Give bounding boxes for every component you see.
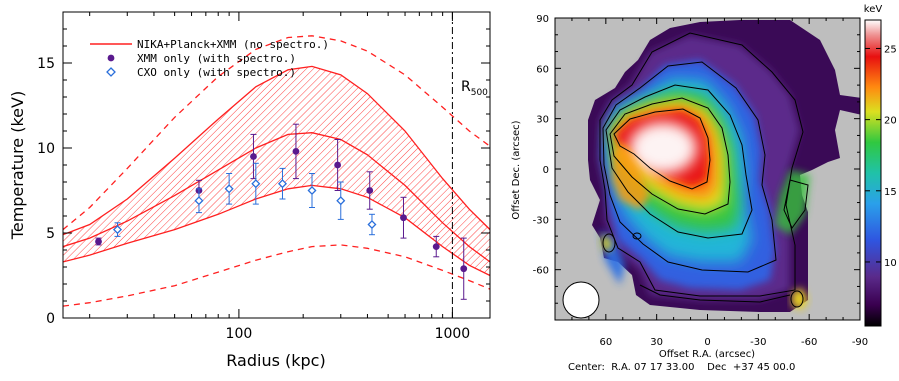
xmm-marker <box>400 214 407 222</box>
cxo-point <box>194 188 204 214</box>
cxo-marker <box>277 179 288 189</box>
cxo-marker <box>336 196 346 206</box>
map-hot-core <box>629 122 697 174</box>
y-tick-label: 5 <box>46 226 55 242</box>
map-region-yellow-blob <box>792 288 808 310</box>
map-region-green-right <box>775 170 810 235</box>
contour-3 <box>605 84 753 239</box>
temperature-profile-chart: 0 5 10 15 100 1000 Radius (kpc) Temperature (… <box>8 11 491 370</box>
cxo-point <box>336 181 346 220</box>
colorbar-gradient <box>864 19 882 327</box>
cxo-marker <box>367 219 377 230</box>
cxo-marker <box>112 225 123 235</box>
xmm-point <box>292 123 300 180</box>
colorbar-tick-label: 25 <box>884 44 897 55</box>
map-x-tick-label: -30 <box>750 337 766 348</box>
map-y-tick-label: 60 <box>536 64 549 75</box>
x-tick-label: 1000 <box>435 326 471 342</box>
map-y-tick-label: 0 <box>543 165 549 176</box>
model-line <box>63 132 490 263</box>
colorbar-tick-label: 10 <box>884 258 897 269</box>
cxo-marker <box>194 196 204 206</box>
map-x-axis-title: Offset R.A. (arcsec) <box>659 349 755 360</box>
xmm-point <box>432 235 440 258</box>
map-center-footer: Center: R.A. 07 17 33.00 Dec +37 45 00.0 <box>568 362 795 373</box>
map-x-tick-label: 30 <box>650 337 663 348</box>
cxo-point <box>112 222 123 237</box>
colorbar-unit: keV <box>864 4 883 15</box>
model-outer-upper-line <box>63 35 490 231</box>
map-x-tick-label: 0 <box>704 337 710 348</box>
xmm-marker <box>250 153 257 160</box>
legend: NIKA+Planck+XMM (no spectro.) XMM only (… <box>90 38 329 79</box>
colorbar: keV 25 20 15 10 <box>864 4 897 327</box>
map-y-tick-label: 90 <box>536 14 549 25</box>
x-axis-title: Radius (kpc) <box>226 351 325 370</box>
model-uncertainty-band <box>63 66 490 276</box>
map-y-tick-label: 30 <box>536 115 549 126</box>
cxo-marker <box>224 184 234 194</box>
model-outer-lower-line <box>63 244 490 307</box>
legend-xmm-label: XMM only (with spectro.) <box>137 52 296 65</box>
xmm-point <box>95 237 102 246</box>
x-tick-label: 100 <box>226 326 253 342</box>
xmm-point <box>400 196 407 239</box>
contour-6 <box>639 284 791 303</box>
cxo-point <box>224 173 234 205</box>
map-y-tick-label: -30 <box>533 215 549 226</box>
xmm-marker <box>334 161 342 169</box>
contour-small-right <box>790 290 804 308</box>
map-x-tick-label: 60 <box>599 337 612 348</box>
cxo-point <box>367 213 377 236</box>
contour-small-left <box>602 233 616 253</box>
colorbar-tick-label: 15 <box>884 187 897 198</box>
map-y-axis-title: Offset Dec. (arcsec) <box>511 120 522 219</box>
legend-cxo-label: CXO only (with spectro.) <box>137 66 296 79</box>
contour-small-dot <box>632 232 642 240</box>
xmm-marker <box>460 265 468 273</box>
r500-marker: R500 <box>451 12 488 318</box>
xmm-marker <box>432 243 440 251</box>
contour-1 <box>613 108 711 190</box>
xmm-point <box>460 237 468 300</box>
cxo-point <box>307 173 317 208</box>
cxo-marker <box>307 185 317 196</box>
xmm-point <box>366 171 374 210</box>
map-region-orange-left <box>612 145 650 210</box>
xmm-marker <box>292 148 300 155</box>
contour-right-lobe <box>783 179 809 229</box>
cxo-point <box>251 162 261 205</box>
legend-model-label: NIKA+Planck+XMM (no spectro.) <box>137 38 329 51</box>
y-tick-label: 15 <box>37 56 55 72</box>
xmm-point <box>334 139 342 191</box>
contour-2 <box>609 97 731 215</box>
cxo-point <box>277 167 288 200</box>
map-y-tick-label: -60 <box>533 266 549 277</box>
temperature-map: 60 30 0 -30 -60 -90 90 60 30 0 -30 -60 Offset R.A. … <box>511 4 897 373</box>
xmm-marker <box>366 187 374 194</box>
colorbar-tick-label: 20 <box>884 116 897 127</box>
xmm-marker <box>95 238 102 245</box>
contour-4 <box>602 61 777 273</box>
y-axis-title: Temperature (keV) <box>8 91 27 240</box>
xmm-point <box>250 133 257 180</box>
legend-cxo-marker <box>106 67 116 77</box>
map-x-tick-label: -60 <box>801 337 817 348</box>
model-upper-line <box>63 65 490 236</box>
y-tick-label: 10 <box>37 141 55 157</box>
beam-circle <box>562 281 600 319</box>
r500-label: R500 <box>461 79 488 98</box>
map-x-tick-label: -90 <box>852 337 868 348</box>
legend-xmm-marker <box>107 54 115 62</box>
contour-lines <box>599 32 809 308</box>
cxo-marker <box>251 179 261 189</box>
y-tick-label: 0 <box>46 311 55 327</box>
